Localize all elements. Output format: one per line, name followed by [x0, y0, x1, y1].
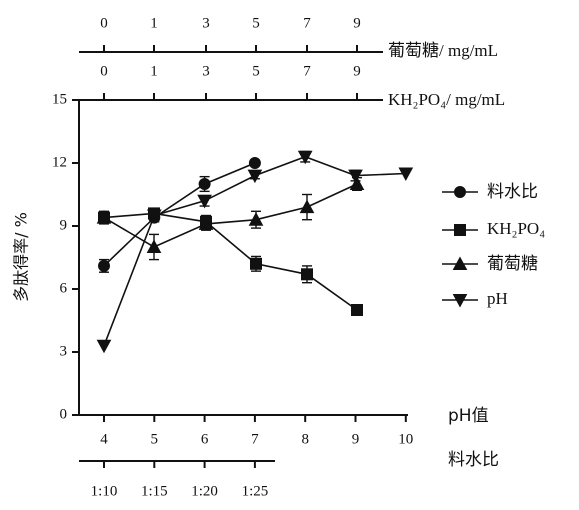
x-axis-ph-tick-label: 7 [251, 431, 259, 447]
data-point-circle [198, 178, 211, 190]
top-axis-kh2po4-label: KH₂PO₄/ mg/mL [388, 90, 505, 109]
data-point-triangle-down [146, 209, 162, 224]
x-axis-ratio-tick-label: 1:20 [191, 483, 218, 499]
data-point-triangle-down [398, 167, 414, 182]
y-tick-label: 12 [52, 154, 67, 170]
y-tick-label: 3 [60, 343, 68, 359]
legend-marker-triangle-down [452, 294, 468, 308]
legend-label-triangle-up: 葡萄糖 [487, 254, 538, 274]
data-point-triangle-down [96, 339, 112, 354]
y-tick-label: 9 [60, 217, 68, 233]
top-axis-glucose-tick-label: 7 [303, 15, 311, 31]
x-axis-ratio-tick-label: 1:25 [242, 483, 269, 499]
series-line-square [103, 212, 358, 311]
top-axis-kh2po4-tick-label: 3 [202, 63, 210, 79]
data-point-triangle-down [247, 169, 263, 184]
legend-label-square: KH₂PO₄ [487, 219, 545, 238]
top-axis-kh2po4-tick-label: 7 [303, 63, 311, 79]
x-axis-ratio-label: 料水比 [448, 450, 499, 470]
data-point-triangle-up [299, 199, 315, 214]
legend-label-triangle-down: pH [487, 289, 508, 308]
x-axis-ph-tick-label: 4 [100, 431, 108, 447]
top-axis-glucose-tick-label: 1 [150, 15, 158, 31]
legend-marker-triangle-up [452, 256, 468, 270]
top-axis-glucose-tick-label: 5 [252, 15, 260, 31]
top-axis-glucose-tick-label: 0 [100, 15, 108, 31]
data-point-triangle-up [349, 176, 365, 190]
top-axis-kh2po4-tick-label: 0 [100, 63, 108, 79]
x-axis-ph-label: pH值 [448, 406, 489, 426]
legend-marker-square [454, 224, 466, 236]
x-axis-ratio-tick-label: 1:10 [91, 483, 118, 499]
x-axis-ph-tick-label: 8 [301, 431, 309, 447]
top-axis-glucose-tick-label: 9 [353, 15, 361, 31]
x-axis-ph-tick-label: 10 [398, 431, 413, 447]
legend-marker-circle [454, 186, 466, 198]
data-point-circle [98, 259, 110, 272]
y-axis-label: 多肽得率/ % [12, 212, 31, 302]
y-tick-label: 0 [60, 406, 68, 422]
data-point-square [250, 257, 262, 270]
y-tick-label: 15 [52, 91, 67, 107]
series-line-circle [103, 162, 256, 267]
top-axis-kh2po4-tick-label: 1 [150, 63, 158, 79]
x-axis-ph-tick-label: 9 [352, 431, 360, 447]
data-point-square [301, 268, 313, 281]
x-axis-ratio-tick-label: 1:15 [141, 483, 168, 499]
x-axis-ph-tick-label: 5 [151, 431, 159, 447]
data-point-circle [248, 157, 261, 169]
data-point-square [351, 304, 363, 316]
y-tick-label: 6 [60, 280, 68, 296]
top-axis-kh2po4-tick-label: 5 [252, 63, 260, 79]
data-point-triangle-down [297, 150, 313, 165]
legend-label-circle: 料水比 [487, 182, 538, 202]
top-axis-glucose-label: 葡萄糖/ mg/mL [388, 41, 498, 60]
series-line-triangle-up [103, 183, 358, 248]
data-point-triangle-up [146, 239, 162, 253]
top-axis-kh2po4-tick-label: 9 [353, 63, 361, 79]
data-point-triangle-down [197, 194, 212, 209]
data-point-triangle-down [348, 169, 363, 184]
data-point-triangle-up [96, 210, 112, 224]
data-point-triangle-up [198, 216, 214, 230]
data-point-triangle-up [248, 212, 264, 226]
x-axis-ph-tick-label: 6 [201, 431, 209, 447]
top-axis-glucose-tick-label: 3 [202, 15, 210, 31]
